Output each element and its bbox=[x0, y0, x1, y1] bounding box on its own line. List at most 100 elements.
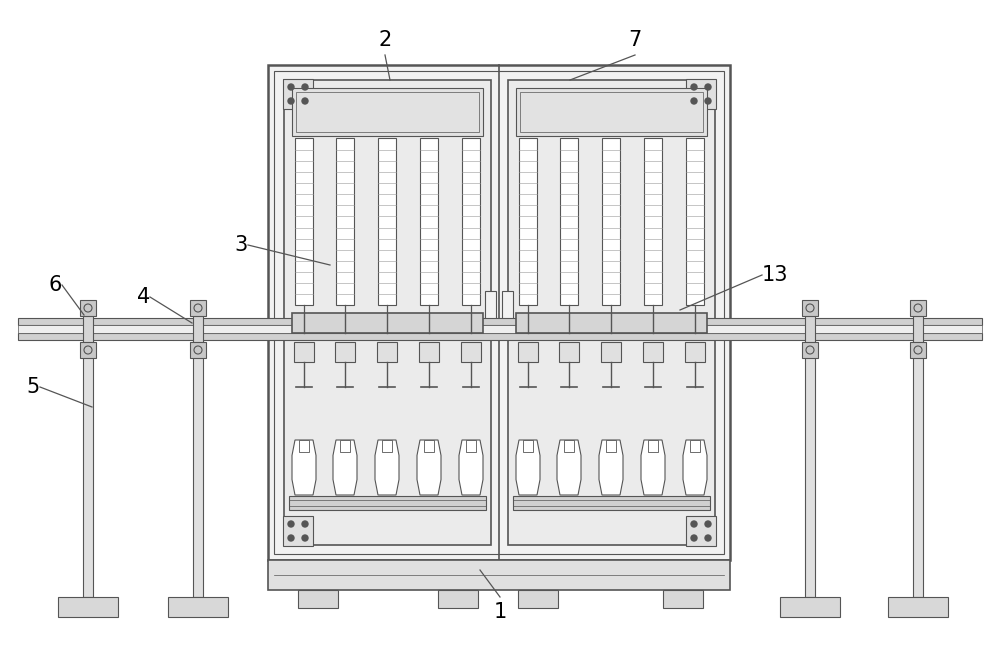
Bar bbox=[516, 88, 707, 136]
Polygon shape bbox=[417, 440, 441, 495]
Bar bbox=[513, 500, 710, 506]
Bar bbox=[910, 300, 926, 316]
Bar bbox=[340, 440, 350, 452]
Text: 5: 5 bbox=[27, 377, 40, 397]
Polygon shape bbox=[683, 440, 707, 495]
Bar bbox=[606, 440, 616, 452]
Bar bbox=[283, 79, 313, 109]
Bar bbox=[193, 303, 203, 355]
Text: 3: 3 bbox=[235, 235, 248, 255]
Circle shape bbox=[302, 521, 308, 527]
Bar bbox=[802, 342, 818, 358]
Polygon shape bbox=[516, 440, 540, 495]
Bar bbox=[419, 342, 439, 362]
Bar bbox=[190, 342, 206, 358]
Bar bbox=[296, 92, 479, 132]
Circle shape bbox=[288, 98, 294, 104]
Text: 1: 1 bbox=[493, 602, 507, 622]
Bar bbox=[80, 342, 96, 358]
Bar bbox=[686, 138, 704, 305]
Circle shape bbox=[302, 98, 308, 104]
Bar bbox=[805, 303, 815, 355]
Circle shape bbox=[691, 521, 697, 527]
Bar bbox=[299, 440, 309, 452]
Bar bbox=[336, 138, 354, 305]
Bar bbox=[913, 303, 923, 355]
Bar bbox=[377, 342, 397, 362]
Bar bbox=[268, 560, 730, 590]
Bar bbox=[518, 590, 558, 608]
Bar bbox=[462, 138, 480, 305]
Bar bbox=[190, 300, 206, 316]
Polygon shape bbox=[375, 440, 399, 495]
Bar bbox=[80, 300, 96, 316]
Bar bbox=[663, 590, 703, 608]
Bar bbox=[283, 516, 313, 546]
Bar bbox=[910, 342, 926, 358]
Bar bbox=[602, 138, 620, 305]
Bar bbox=[564, 440, 574, 452]
Bar bbox=[58, 597, 118, 617]
Circle shape bbox=[691, 84, 697, 90]
Circle shape bbox=[302, 84, 308, 90]
Bar bbox=[466, 440, 476, 452]
Circle shape bbox=[705, 535, 711, 541]
Circle shape bbox=[288, 535, 294, 541]
Bar bbox=[780, 597, 840, 617]
Text: 13: 13 bbox=[762, 265, 788, 285]
Bar bbox=[523, 440, 533, 452]
Bar bbox=[643, 342, 663, 362]
Bar bbox=[888, 597, 948, 617]
Bar bbox=[284, 80, 491, 545]
Polygon shape bbox=[459, 440, 483, 495]
Bar bbox=[168, 597, 228, 617]
Bar bbox=[424, 440, 434, 452]
Bar bbox=[268, 65, 730, 560]
Bar bbox=[289, 496, 486, 510]
Bar bbox=[648, 440, 658, 452]
Polygon shape bbox=[641, 440, 665, 495]
Bar bbox=[508, 80, 715, 545]
Bar bbox=[502, 291, 513, 335]
Circle shape bbox=[705, 84, 711, 90]
Bar bbox=[420, 138, 438, 305]
Text: 6: 6 bbox=[49, 275, 62, 295]
Polygon shape bbox=[292, 440, 316, 495]
Polygon shape bbox=[557, 440, 581, 495]
Bar bbox=[913, 340, 923, 597]
Bar bbox=[18, 333, 982, 340]
Circle shape bbox=[705, 98, 711, 104]
Bar bbox=[18, 325, 982, 333]
Bar bbox=[685, 342, 705, 362]
Bar bbox=[289, 500, 486, 506]
Bar bbox=[560, 138, 578, 305]
Bar bbox=[520, 92, 703, 132]
Bar bbox=[193, 340, 203, 597]
Bar bbox=[294, 342, 314, 362]
Circle shape bbox=[705, 521, 711, 527]
Bar bbox=[292, 313, 483, 333]
Bar bbox=[802, 300, 818, 316]
Bar bbox=[274, 71, 724, 554]
Bar bbox=[513, 496, 710, 510]
Circle shape bbox=[288, 84, 294, 90]
Bar bbox=[485, 291, 496, 335]
Bar bbox=[461, 342, 481, 362]
Bar bbox=[83, 340, 93, 597]
Bar bbox=[686, 516, 716, 546]
Bar bbox=[18, 318, 982, 325]
Bar bbox=[516, 313, 707, 333]
Bar bbox=[690, 440, 700, 452]
Bar bbox=[438, 590, 478, 608]
Circle shape bbox=[691, 98, 697, 104]
Bar bbox=[805, 340, 815, 597]
Bar bbox=[335, 342, 355, 362]
Polygon shape bbox=[333, 440, 357, 495]
Text: 7: 7 bbox=[628, 30, 642, 50]
Bar bbox=[298, 590, 338, 608]
Bar bbox=[559, 342, 579, 362]
Bar bbox=[295, 138, 313, 305]
Bar bbox=[382, 440, 392, 452]
Bar bbox=[378, 138, 396, 305]
Polygon shape bbox=[599, 440, 623, 495]
